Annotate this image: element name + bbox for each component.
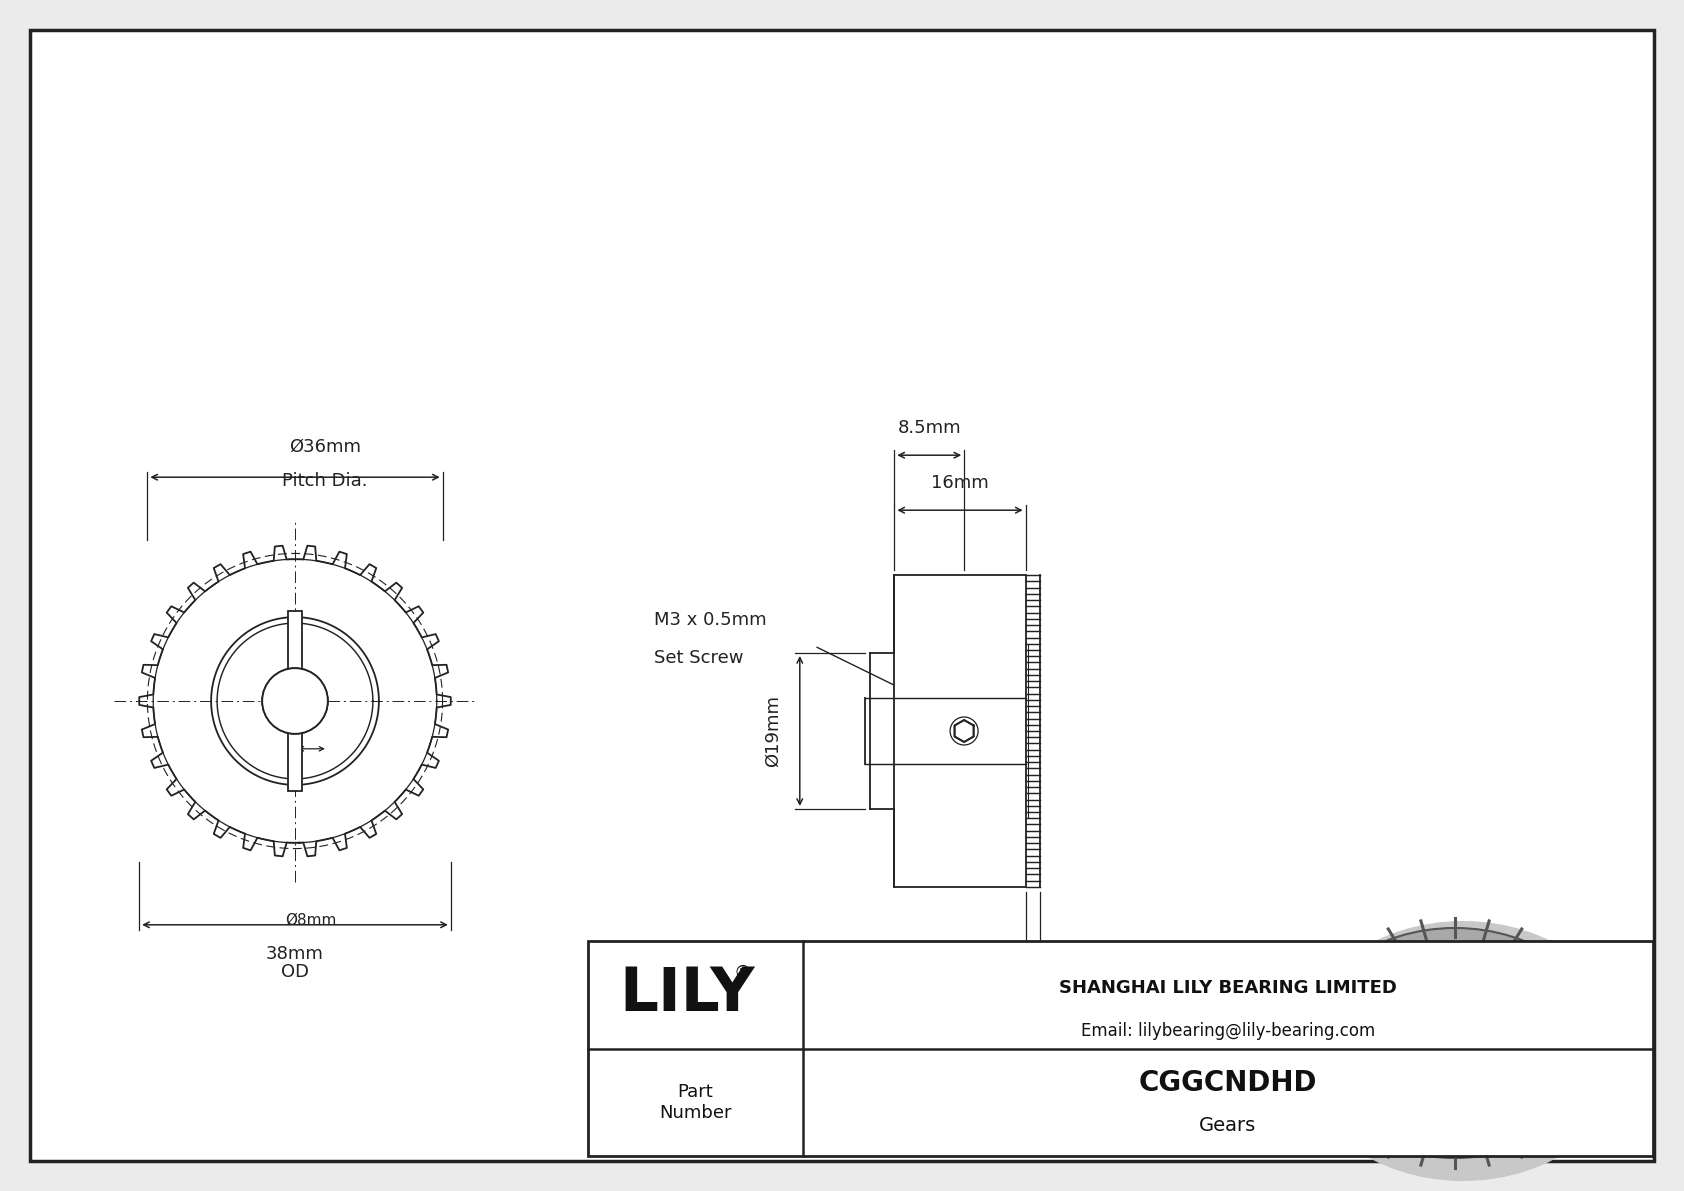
Bar <box>288 611 303 791</box>
Text: Pitch Dia.: Pitch Dia. <box>283 472 367 491</box>
Ellipse shape <box>1381 989 1509 1087</box>
Ellipse shape <box>1305 928 1605 1158</box>
Text: 38mm: 38mm <box>266 944 323 962</box>
Circle shape <box>263 668 328 734</box>
Text: Part
Number: Part Number <box>658 1083 733 1122</box>
Text: SHANGHAI LILY BEARING LIMITED: SHANGHAI LILY BEARING LIMITED <box>1059 979 1398 997</box>
Circle shape <box>950 717 978 746</box>
Text: OD: OD <box>281 962 308 981</box>
Text: Gears: Gears <box>1199 1116 1256 1135</box>
Circle shape <box>263 668 328 734</box>
Polygon shape <box>1531 943 1635 1142</box>
Ellipse shape <box>1298 921 1628 1181</box>
Text: Ø19mm: Ø19mm <box>765 696 781 767</box>
Bar <box>588 941 1654 1156</box>
Text: Email: lilybearing@lily-bearing.com: Email: lilybearing@lily-bearing.com <box>1081 1022 1376 1040</box>
Text: LILY: LILY <box>620 965 754 1024</box>
Text: 6mm: 6mm <box>1009 969 1056 987</box>
Ellipse shape <box>1411 1012 1479 1064</box>
Text: M3 x 0.5mm: M3 x 0.5mm <box>655 611 766 629</box>
Ellipse shape <box>1433 1029 1457 1047</box>
Text: ®: ® <box>734 964 751 981</box>
Text: 8.5mm: 8.5mm <box>898 419 962 437</box>
Bar <box>894 575 1026 887</box>
Text: CGGCNDHD: CGGCNDHD <box>1138 1068 1317 1097</box>
Text: 16mm: 16mm <box>931 474 989 492</box>
Text: Set Screw: Set Screw <box>655 649 744 667</box>
Text: Ø8mm: Ø8mm <box>286 912 337 928</box>
Text: Ø36mm: Ø36mm <box>290 437 360 455</box>
